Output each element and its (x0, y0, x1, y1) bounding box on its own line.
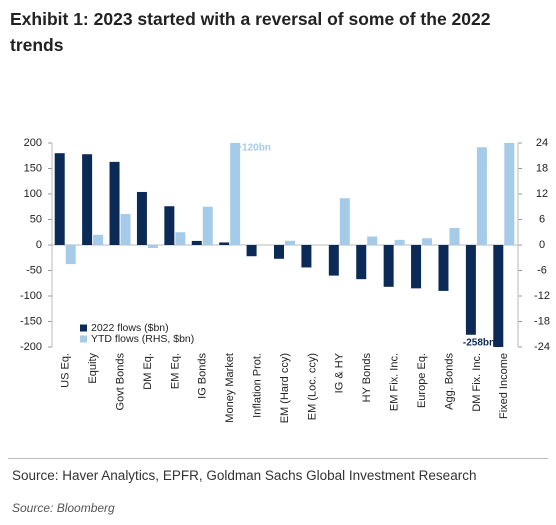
bar (339, 198, 350, 245)
legend-label: 2022 flows ($bn) (91, 322, 169, 334)
y-tick-label: 0 (36, 239, 42, 251)
legend-swatch (80, 324, 87, 332)
bar (356, 245, 367, 280)
y-tick-label: -100 (20, 290, 42, 302)
x-tick-label: Inflation Prot. (251, 353, 263, 418)
x-tick-label: Agg. Bonds (443, 353, 455, 410)
bar (394, 239, 405, 245)
bar (219, 242, 230, 245)
bar (65, 245, 76, 265)
bar (54, 153, 65, 245)
bar (449, 228, 460, 245)
bar (136, 191, 147, 245)
x-tick-label: Govt Bonds (114, 353, 126, 411)
x-tick-label: IG Bonds (197, 353, 209, 399)
bar (230, 143, 241, 245)
legend-swatch (80, 335, 87, 343)
x-tick-label: Fixed Income (498, 353, 510, 419)
source: Source: Haver Analytics, EPFR, Goldman S… (12, 468, 477, 483)
bar (82, 154, 93, 245)
bar (246, 245, 257, 257)
y2-tick-label: -18 (534, 315, 550, 327)
x-tick-label: Europe Eq. (416, 353, 428, 408)
x-tick-label: EM Eq. (169, 353, 181, 389)
bar (476, 147, 487, 245)
x-tick-label: US Eq. (60, 353, 72, 388)
x-tick-label: HY Bonds (361, 353, 373, 403)
x-tick-label: Equity (87, 353, 99, 384)
x-tick-label: DM Fix. Inc. (471, 353, 483, 412)
y2-tick-label: 18 (536, 162, 548, 174)
bar (175, 232, 186, 245)
x-tick-label: EM (Hard ccy) (279, 353, 291, 423)
bar (191, 240, 202, 245)
y2-tick-label: -6 (537, 264, 547, 276)
note: Source: Bloomberg (12, 501, 115, 515)
bar (147, 245, 158, 248)
annotation: +120bn (236, 143, 271, 154)
y2-tick-label: -12 (534, 290, 550, 302)
bar (465, 245, 476, 335)
bar (301, 245, 312, 268)
divider (8, 458, 548, 459)
x-tick-label: EM Fix. Inc. (389, 353, 401, 411)
bar (164, 206, 175, 245)
y-tick-label: -150 (20, 315, 42, 327)
y-tick-label: -200 (20, 341, 42, 353)
bar (274, 245, 284, 259)
x-tick-label: IG & HY (334, 352, 346, 393)
bar (422, 238, 433, 245)
y2-tick-label: 6 (539, 213, 545, 225)
bar (411, 245, 422, 289)
x-tick-label: DM Eq. (142, 353, 154, 390)
bar (493, 245, 504, 347)
y-tick-label: 100 (24, 188, 42, 200)
y-tick-label: 200 (24, 137, 42, 149)
bar (504, 143, 515, 245)
y2-tick-label: 0 (539, 239, 545, 251)
y2-tick-label: 24 (536, 137, 548, 149)
legend-label: YTD flows (RHS, $bn) (91, 333, 194, 345)
x-tick-label: EM (Loc. ccy) (306, 353, 318, 420)
y2-tick-label: 12 (536, 188, 548, 200)
annotation: -258bn (463, 338, 495, 349)
y-tick-label: 50 (30, 213, 42, 225)
y-tick-label: 150 (24, 162, 42, 174)
chart-title: Exhibit 1: 2023 started with a reversal … (10, 9, 491, 55)
bar (93, 234, 104, 245)
bar (383, 245, 394, 287)
bar (328, 245, 339, 276)
bar (367, 236, 378, 245)
y-tick-label: -50 (26, 264, 42, 276)
x-tick-label: Money Market (224, 353, 236, 423)
y2-tick-label: -24 (534, 341, 550, 353)
bar (109, 161, 120, 245)
bar (438, 245, 449, 291)
bar (285, 240, 295, 245)
bar (120, 213, 131, 245)
bar (202, 206, 213, 245)
